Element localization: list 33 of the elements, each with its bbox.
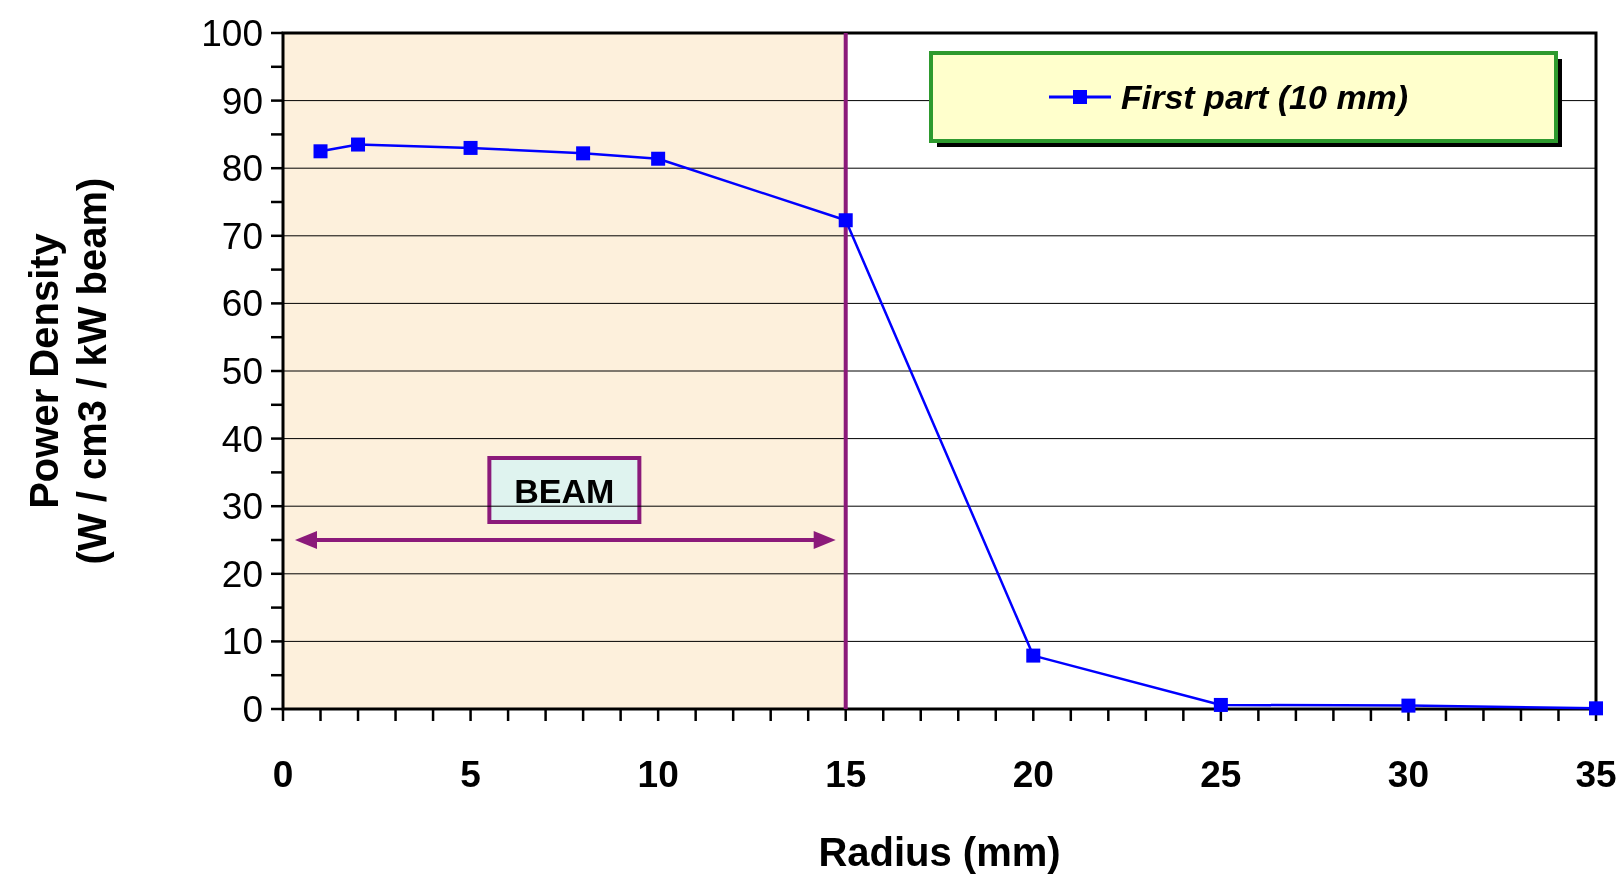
point [651, 151, 666, 166]
point [463, 140, 478, 155]
x-tick-label: 10 [637, 754, 679, 795]
y-tick-label: 0 [242, 689, 263, 730]
y-tick-label: 100 [201, 13, 263, 54]
point [313, 144, 328, 159]
y-tick-label: 10 [221, 621, 263, 663]
point [351, 137, 366, 152]
y-tick-label: 70 [221, 215, 263, 257]
point [838, 213, 853, 228]
y-tick-label: 40 [221, 418, 263, 460]
x-axis-title: Radius (mm) [818, 830, 1061, 874]
x-tick-label: 0 [272, 754, 294, 795]
point [576, 146, 591, 161]
x-tick-label: 35 [1575, 754, 1617, 795]
point [1213, 697, 1228, 712]
band-label: BEAM [514, 472, 615, 510]
y-tick-label: 30 [221, 486, 263, 528]
x-tick-label: 30 [1387, 754, 1430, 795]
y-tick-label: 60 [221, 283, 263, 325]
x-tick-label: 20 [1012, 754, 1054, 795]
y-tick-label: 50 [221, 351, 263, 392]
x-tick-label: 15 [825, 754, 867, 795]
x-tick-label: 5 [460, 754, 481, 795]
y-axis-title: Power Density (W / cm3 / kW beam) [22, 177, 114, 565]
y-tick-label: 20 [221, 553, 263, 595]
y-tick-label: 90 [221, 80, 263, 122]
point [1589, 701, 1603, 716]
x-tick-label: 25 [1200, 754, 1242, 795]
point [1026, 648, 1041, 663]
point [1401, 698, 1416, 713]
y-tick-label: 80 [221, 148, 263, 190]
legend-label: First part (10 mm) [1121, 78, 1409, 116]
